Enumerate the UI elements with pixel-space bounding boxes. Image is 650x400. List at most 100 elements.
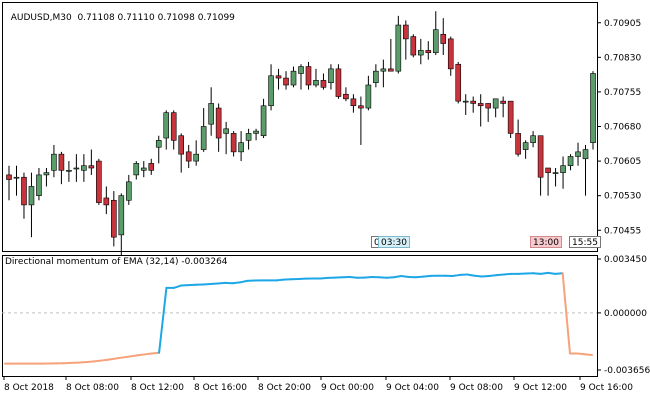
candle: [455, 61, 462, 104]
candle: [492, 98, 499, 118]
candle: [350, 94, 357, 113]
price-tick-label: 0.70680: [604, 123, 641, 133]
candle: [268, 64, 274, 111]
candle: [530, 131, 536, 148]
candle: [208, 87, 214, 136]
indicator-layer: [2, 271, 597, 365]
time-tick-label: 8 Oct 16:00: [194, 383, 247, 393]
candle-body: [155, 140, 162, 148]
time-marker-1555[interactable]: 15:55: [569, 236, 601, 248]
candle-body: [492, 98, 499, 109]
indicator-tick-label: -0.003656: [604, 366, 650, 376]
candle-body: [81, 165, 87, 171]
momentum-segment: [238, 279, 249, 284]
time-marker-1300[interactable]: 13:00: [530, 236, 562, 248]
momentum-segment: [414, 275, 425, 279]
momentum-segment: [400, 275, 410, 278]
time-tick-label: 8 Oct 20:00: [258, 383, 311, 393]
candle-body: [455, 63, 462, 102]
candle: [485, 103, 491, 122]
candle-body: [417, 50, 424, 56]
momentum-segment: [158, 286, 168, 354]
time-tick-label: 8 Oct 2018: [4, 383, 54, 393]
momentum-segment: [150, 351, 161, 355]
price-tick-label: 0.70830: [604, 53, 641, 63]
indicator-tick-label: 0.000000: [604, 309, 647, 319]
candle-body: [545, 167, 551, 173]
candle-body: [13, 176, 20, 179]
candle-body: [537, 135, 544, 178]
chart-header: AUDUSD,M30 0.71108 0.71110 0.71098 0.710…: [5, 3, 235, 23]
candle: [193, 140, 199, 166]
candle-body: [350, 98, 357, 107]
momentum-segment: [121, 355, 131, 359]
candle: [343, 87, 349, 102]
candle-body: [485, 103, 491, 109]
time-tick-label: 8 Oct 12:00: [131, 383, 184, 393]
symbol-label: AUDUSD,M30: [10, 13, 72, 23]
candle-body: [373, 70, 379, 83]
momentum-segment: [502, 272, 513, 276]
candle: [552, 168, 559, 187]
candle-body: [403, 24, 409, 40]
momentum-segment: [92, 359, 102, 363]
candle: [260, 98, 267, 139]
candle: [447, 36, 454, 76]
candle: [388, 38, 394, 72]
candle-body: [275, 75, 282, 79]
candle-body: [290, 70, 297, 86]
price-tick-label: 0.70755: [604, 88, 641, 98]
candle-body: [58, 153, 65, 171]
momentum-segment: [136, 353, 146, 357]
candle-body: [21, 176, 27, 206]
momentum-segment: [172, 284, 183, 289]
candle: [403, 20, 409, 60]
candle-body: [305, 66, 312, 86]
candle-body: [230, 133, 237, 153]
candle: [373, 64, 379, 88]
momentum-segment: [539, 271, 549, 275]
candle-body: [560, 165, 566, 173]
candle: [358, 96, 364, 145]
candle-body: [268, 75, 274, 107]
candle-body: [66, 170, 72, 172]
candle: [163, 110, 170, 150]
momentum-segment: [554, 272, 564, 275]
candle-body: [320, 80, 327, 88]
momentum-segment: [114, 356, 124, 360]
time-tick-label: 9 Oct 04:00: [386, 383, 439, 393]
candle: [567, 154, 574, 171]
candle: [230, 131, 237, 157]
candle: [245, 128, 252, 150]
price-tick-label: 0.70605: [604, 157, 641, 167]
candle-body: [343, 93, 349, 100]
momentum-segment: [84, 360, 95, 364]
candle-body: [590, 73, 596, 143]
candle: [178, 133, 185, 173]
axes-layer: 0.70905 0.70830 0.70755 0.70680 0.70605 0.705…: [3, 19, 650, 393]
candle-body: [43, 172, 50, 176]
candle: [283, 71, 289, 90]
candle-body: [477, 103, 484, 107]
candle: [365, 75, 372, 111]
candle: [133, 161, 140, 180]
candle-body: [432, 29, 439, 54]
candle-body: [170, 112, 177, 141]
momentum-segment: [392, 275, 403, 279]
momentum-segment: [106, 357, 117, 361]
candle: [470, 96, 477, 113]
candle-body: [425, 50, 432, 54]
candle-body: [260, 105, 267, 137]
candle: [200, 108, 207, 152]
candle: [522, 140, 529, 159]
candle-body: [582, 149, 589, 160]
candle: [13, 165, 20, 196]
candle: [96, 158, 102, 205]
time-marker-0330[interactable]: 03:30: [378, 236, 410, 248]
candle: [155, 135, 162, 164]
time-tick-label: 9 Oct 12:00: [514, 383, 567, 393]
candle: [125, 174, 132, 205]
candle-body: [6, 174, 12, 180]
candle: [58, 151, 65, 185]
price-tick-label: 0.70905: [604, 19, 641, 29]
